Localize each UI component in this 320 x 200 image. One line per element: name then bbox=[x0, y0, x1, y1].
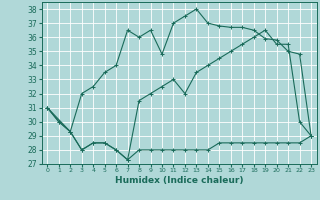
X-axis label: Humidex (Indice chaleur): Humidex (Indice chaleur) bbox=[115, 176, 244, 185]
